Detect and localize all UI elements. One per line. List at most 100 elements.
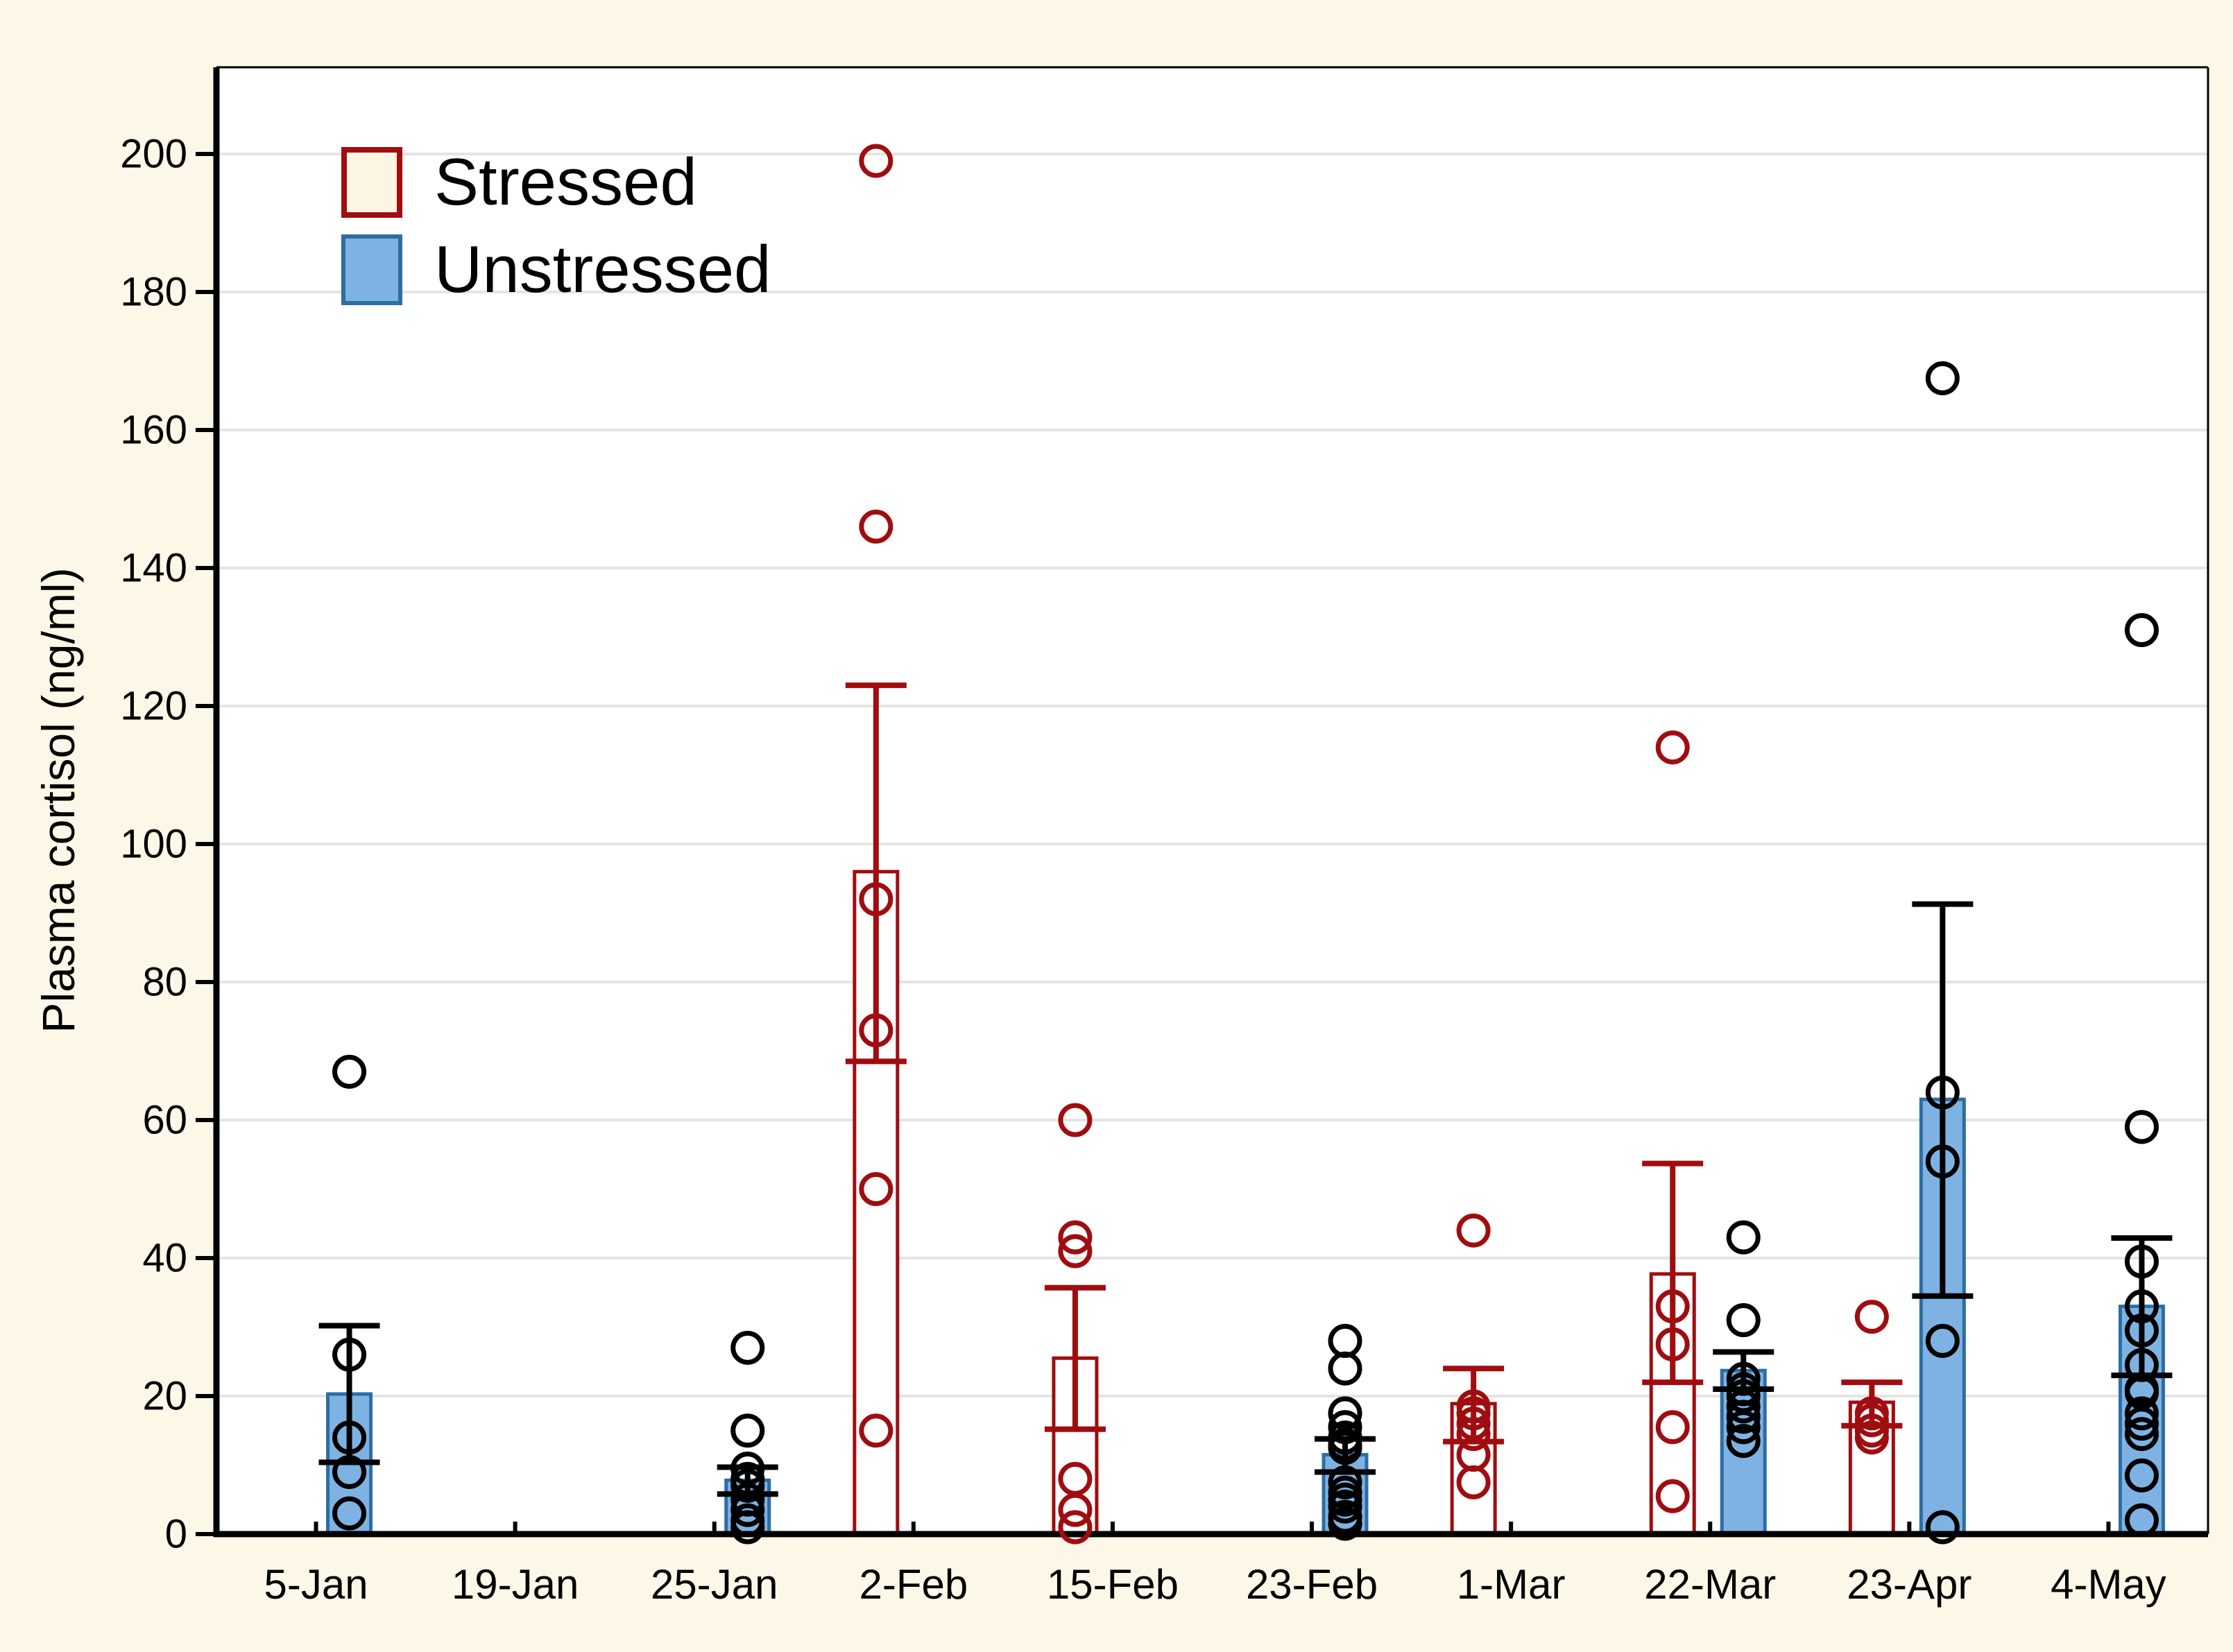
data-point — [859, 1413, 893, 1448]
data-point — [1655, 1479, 1690, 1513]
axes — [213, 67, 2208, 1538]
y-tick-label: 80 — [142, 960, 187, 1005]
data-point — [1058, 1510, 1093, 1545]
x-tick-label: 5-Jan — [264, 1561, 368, 1608]
data-point — [2124, 1417, 2159, 1452]
data-point — [1058, 1492, 1093, 1527]
data-point — [2124, 1313, 2159, 1348]
x-tick-label: 19-Jan — [452, 1561, 579, 1608]
data-point — [1328, 1431, 1362, 1465]
legend-swatch-unstressed-icon — [341, 234, 402, 305]
data-point — [1328, 1465, 1362, 1499]
data-point — [1058, 1103, 1093, 1137]
data-point — [2124, 613, 2159, 648]
x-tick-label: 4-May — [2051, 1561, 2166, 1608]
data-point — [1456, 1417, 1491, 1452]
data-point — [2124, 1458, 2159, 1492]
data-point — [2124, 1396, 2159, 1431]
data-point — [1854, 1403, 1889, 1438]
data-point — [1854, 1300, 1889, 1334]
legend-item-stressed: Stressed — [341, 147, 771, 218]
data-point — [332, 1054, 367, 1089]
data-point — [1328, 1489, 1362, 1524]
y-tick-label: 180 — [120, 270, 187, 315]
y-tick-labels: 0 20 40 60 80 100 120 140 160 180 200 — [120, 132, 187, 1557]
data-point — [1456, 1465, 1491, 1499]
y-tick-label: 140 — [120, 546, 187, 591]
y-tick-label: 160 — [120, 408, 187, 453]
x-tick-label: 25-Jan — [651, 1561, 778, 1608]
data-point — [332, 1496, 367, 1531]
data-point — [2124, 1406, 2159, 1441]
data-point — [332, 1454, 367, 1489]
data-point — [1328, 1410, 1362, 1445]
legend: Stressed Unstressed — [341, 147, 771, 322]
gridlines — [216, 153, 2208, 1397]
data-point — [1726, 1410, 1761, 1445]
plot-frame — [216, 66, 2209, 1534]
plot-area — [216, 67, 2208, 1534]
data-point — [332, 1337, 367, 1372]
legend-item-unstressed: Unstressed — [341, 234, 771, 305]
data-point — [1058, 1234, 1093, 1268]
data-point — [1925, 361, 1960, 395]
x-tick-labels: 5-Jan 19-Jan 25-Jan 2-Feb 15-Feb 23-Feb 1-Mar 2… — [264, 1561, 2166, 1608]
data-point — [1925, 1323, 1960, 1358]
y-axis-title: Plasma cortisol (ng/ml) — [33, 567, 84, 1033]
data-point — [2124, 1110, 2159, 1144]
data-point — [1655, 1410, 1690, 1445]
data-point — [859, 1013, 893, 1048]
y-tick-label: 60 — [142, 1098, 187, 1143]
data-point — [1925, 1075, 1960, 1110]
data-point — [859, 509, 893, 544]
y-tick-label: 120 — [120, 684, 187, 729]
data-point — [859, 882, 893, 917]
y-tick-label: 40 — [142, 1236, 187, 1281]
data-point — [1726, 1400, 1761, 1434]
data-point — [1456, 1396, 1491, 1431]
data-point — [1058, 1220, 1093, 1255]
x-tick-label: 23-Feb — [1246, 1561, 1378, 1608]
data-point — [859, 144, 893, 178]
data-point — [1925, 1144, 1960, 1179]
x-tick-label: 1-Mar — [1457, 1561, 1566, 1608]
data-point — [1726, 1220, 1761, 1255]
x-tick-label: 22-Mar — [1644, 1561, 1776, 1608]
data-point — [730, 1492, 765, 1527]
data-point — [1655, 1327, 1690, 1361]
data-points-unstressed — [332, 361, 2159, 1545]
data-point — [332, 1420, 367, 1455]
x-tick-label: 23-Apr — [1847, 1561, 1971, 1608]
data-point — [859, 1172, 893, 1206]
legend-label-stressed: Stressed — [434, 145, 697, 219]
data-point — [730, 1413, 765, 1448]
data-point — [2124, 1503, 2159, 1538]
data-point — [730, 1330, 765, 1365]
x-tick-label: 2-Feb — [859, 1561, 968, 1608]
y-tick-label: 20 — [142, 1374, 187, 1419]
data-point — [2124, 1289, 2159, 1324]
data-point — [1925, 1510, 1960, 1545]
data-points-stressed — [859, 144, 1889, 1545]
tick-marks — [196, 152, 2111, 1536]
data-point — [730, 1510, 765, 1545]
data-point — [1726, 1389, 1761, 1424]
data-point — [1456, 1213, 1491, 1248]
data-point — [1854, 1420, 1889, 1455]
data-point — [730, 1468, 765, 1503]
error-bars-unstressed — [318, 901, 2173, 1497]
y-tick-label: 0 — [165, 1512, 187, 1557]
legend-label-unstressed: Unstressed — [434, 232, 771, 307]
data-point — [1726, 1424, 1761, 1459]
y-tick-label: 100 — [120, 822, 187, 867]
data-point — [1655, 730, 1690, 765]
legend-swatch-stressed-icon — [341, 147, 402, 218]
data-point — [2124, 1244, 2159, 1279]
x-tick-label: 15-Feb — [1047, 1561, 1179, 1608]
data-point — [1328, 1506, 1362, 1541]
y-tick-label: 200 — [120, 132, 187, 177]
data-point — [1328, 1351, 1362, 1386]
data-point — [1655, 1289, 1690, 1324]
